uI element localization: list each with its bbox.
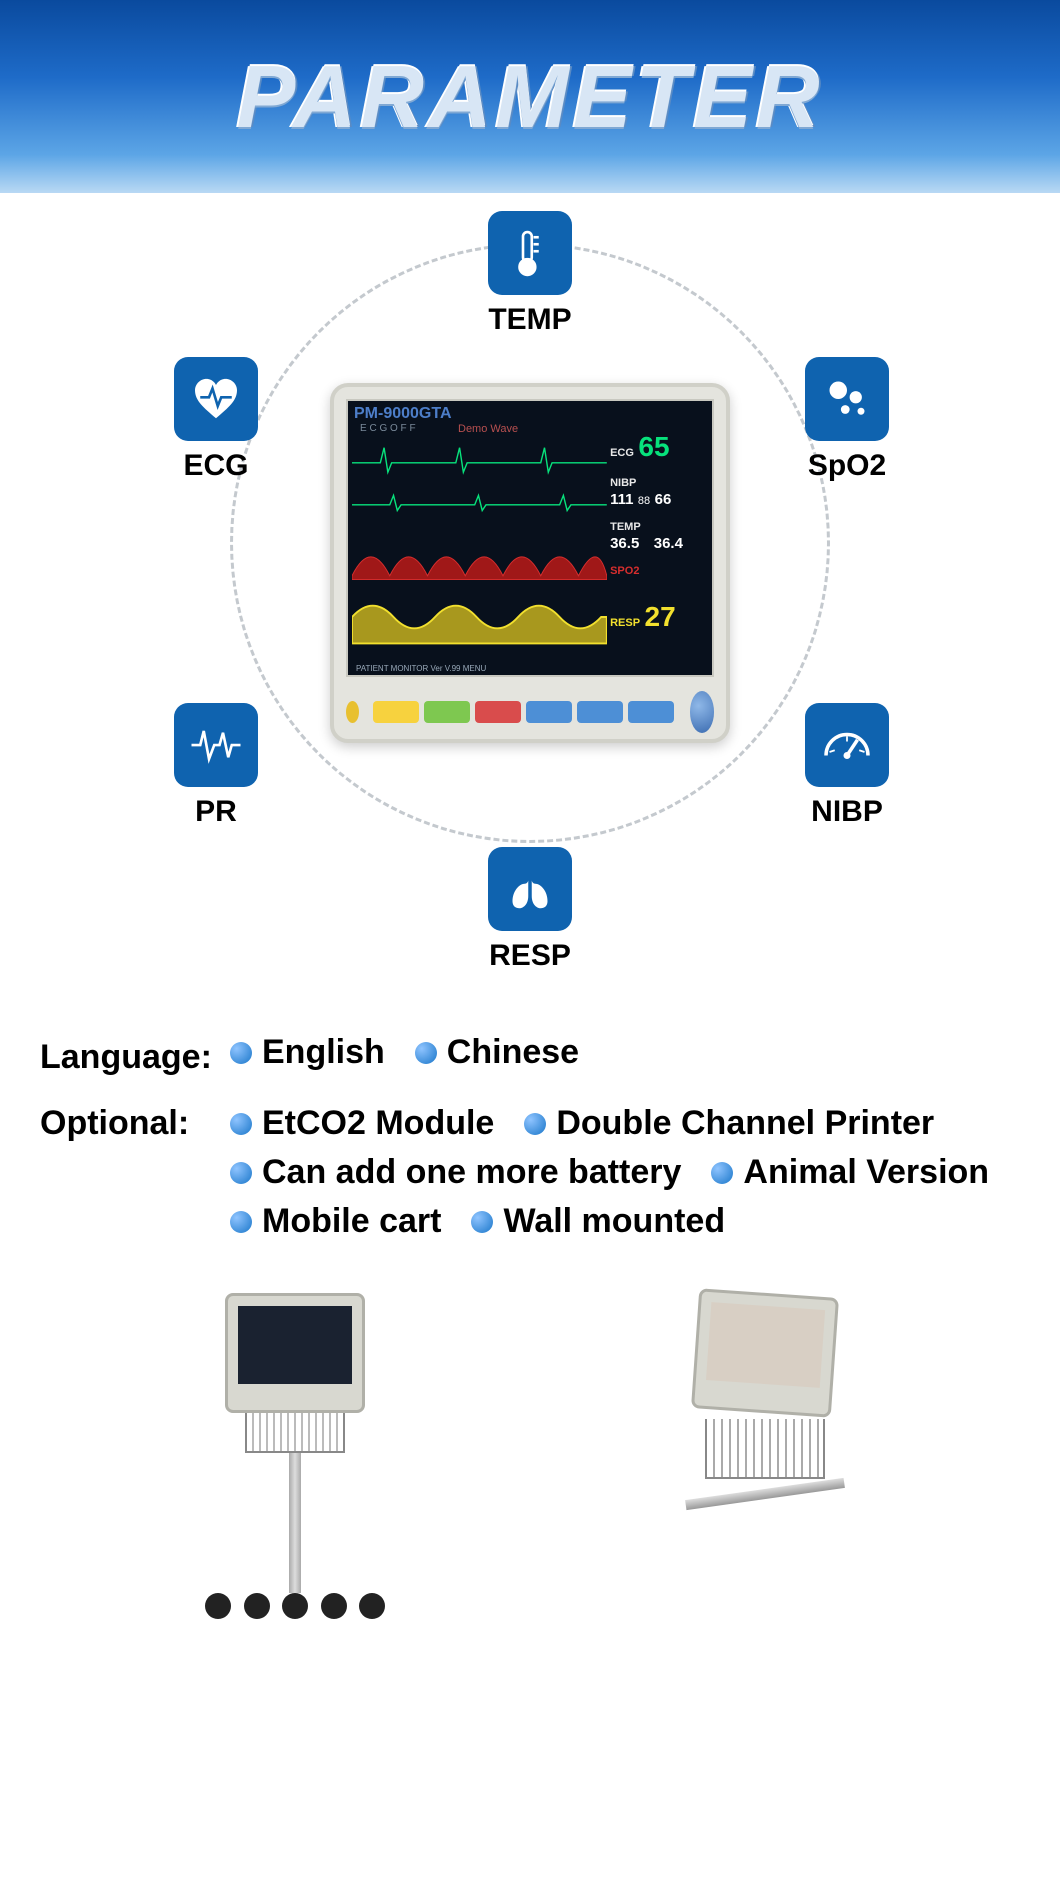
resp-tag: RESP xyxy=(610,617,640,629)
temp1-value: 36.5 xyxy=(610,535,639,552)
param-label: PR xyxy=(195,795,237,829)
bullet-icon xyxy=(230,1113,252,1135)
nibp-tag: NIBP xyxy=(610,477,636,489)
bubbles-icon xyxy=(805,357,889,441)
monitor-button-row xyxy=(346,691,714,733)
spo2-trace xyxy=(352,529,607,581)
spo2-tag: SPO2 xyxy=(610,565,639,577)
spec-text: Animal Version xyxy=(743,1153,989,1192)
pulse-line-icon xyxy=(174,703,258,787)
heart-pulse-icon xyxy=(174,357,258,441)
nibp-dia: 66 xyxy=(655,491,672,508)
param-label: NIBP xyxy=(811,795,883,829)
spec-item: Double Channel Printer xyxy=(524,1104,934,1143)
bullet-icon xyxy=(471,1211,493,1233)
lungs-icon xyxy=(488,847,572,931)
bullet-icon xyxy=(230,1211,252,1233)
spec-item: Chinese xyxy=(415,1033,579,1072)
spec-item: EtCO2 Module xyxy=(230,1104,494,1143)
ecg-trace-2 xyxy=(352,481,607,523)
param-label: TEMP xyxy=(488,303,571,337)
gauge-icon xyxy=(805,703,889,787)
hr-value: 65 xyxy=(638,431,669,462)
spec-text: English xyxy=(262,1033,385,1072)
param-node-temp: TEMP xyxy=(488,211,572,337)
param-node-resp: RESP xyxy=(488,847,572,973)
bullet-icon xyxy=(415,1042,437,1064)
header-banner: PARAMETER xyxy=(0,0,1060,193)
mobile-cart-illustration xyxy=(165,1293,425,1633)
spec-item: Animal Version xyxy=(711,1153,989,1192)
spec-text: Wall mounted xyxy=(503,1202,725,1241)
param-label: RESP xyxy=(489,939,571,973)
patient-monitor-device: PM-9000GTA E C G O F F Demo Wave ECG 65 … xyxy=(330,383,730,743)
power-button xyxy=(346,701,359,723)
param-label: SpO2 xyxy=(808,449,886,483)
optional-row: Optional: EtCO2 Module Double Channel Pri… xyxy=(40,1104,1020,1251)
param-node-pr: PR xyxy=(174,703,258,829)
bullet-icon xyxy=(230,1042,252,1064)
temp-tag: TEMP xyxy=(610,521,641,533)
temp2-value: 36.4 xyxy=(654,535,683,552)
monitor-footer: PATIENT MONITOR Ver V.99 MENU xyxy=(356,664,704,673)
optional-label: Optional: xyxy=(40,1104,230,1143)
spec-item: Wall mounted xyxy=(471,1202,725,1241)
nibp-mean: 88 xyxy=(638,495,650,507)
spec-text: Can add one more battery xyxy=(262,1153,681,1192)
monitor-button xyxy=(424,701,470,723)
spec-item: English xyxy=(230,1033,385,1072)
nibp-sys: 111 xyxy=(610,491,633,508)
thermometer-icon xyxy=(488,211,572,295)
page-title: PARAMETER xyxy=(237,46,824,148)
language-label: Language: xyxy=(40,1038,230,1077)
monitor-model: PM-9000GTA xyxy=(354,405,452,423)
param-node-nibp: NIBP xyxy=(805,703,889,829)
bullet-icon xyxy=(230,1162,252,1184)
ecg-tag: ECG xyxy=(610,447,634,459)
monitor-readouts: ECG 65 NIBP111 88 66 TEMP36.5 36.4 SPO2 … xyxy=(606,429,708,635)
resp-trace xyxy=(352,589,607,645)
parameter-diagram: TEMP ECG SpO2 PR NIBP RESP xyxy=(0,193,1060,1013)
monitor-button xyxy=(373,701,419,723)
bullet-icon xyxy=(711,1162,733,1184)
monitor-demo-label: Demo Wave xyxy=(458,423,518,435)
monitor-button xyxy=(526,701,572,723)
spec-text: Double Channel Printer xyxy=(556,1104,934,1143)
param-label: ECG xyxy=(183,449,248,483)
specs-section: Language: English Chinese Optional: EtCO2… xyxy=(0,1013,1060,1251)
spec-item: Mobile cart xyxy=(230,1202,441,1241)
wall-mount-illustration xyxy=(635,1293,895,1633)
rotary-knob xyxy=(690,691,714,733)
spec-item: Can add one more battery xyxy=(230,1153,681,1192)
monitor-button xyxy=(475,701,521,723)
language-row: Language: English Chinese xyxy=(40,1033,1020,1082)
monitor-screen: PM-9000GTA E C G O F F Demo Wave ECG 65 … xyxy=(346,399,714,677)
spec-text: EtCO2 Module xyxy=(262,1104,494,1143)
spec-text: Chinese xyxy=(447,1033,579,1072)
accessory-images xyxy=(0,1273,1060,1673)
ecg-trace-1 xyxy=(352,439,607,481)
param-node-ecg: ECG xyxy=(174,357,258,483)
param-node-spo2: SpO2 xyxy=(805,357,889,483)
monitor-button xyxy=(628,701,674,723)
bullet-icon xyxy=(524,1113,546,1135)
resp-value: 27 xyxy=(645,601,676,632)
monitor-banner: E C G O F F xyxy=(360,423,416,434)
monitor-button xyxy=(577,701,623,723)
spec-text: Mobile cart xyxy=(262,1202,441,1241)
